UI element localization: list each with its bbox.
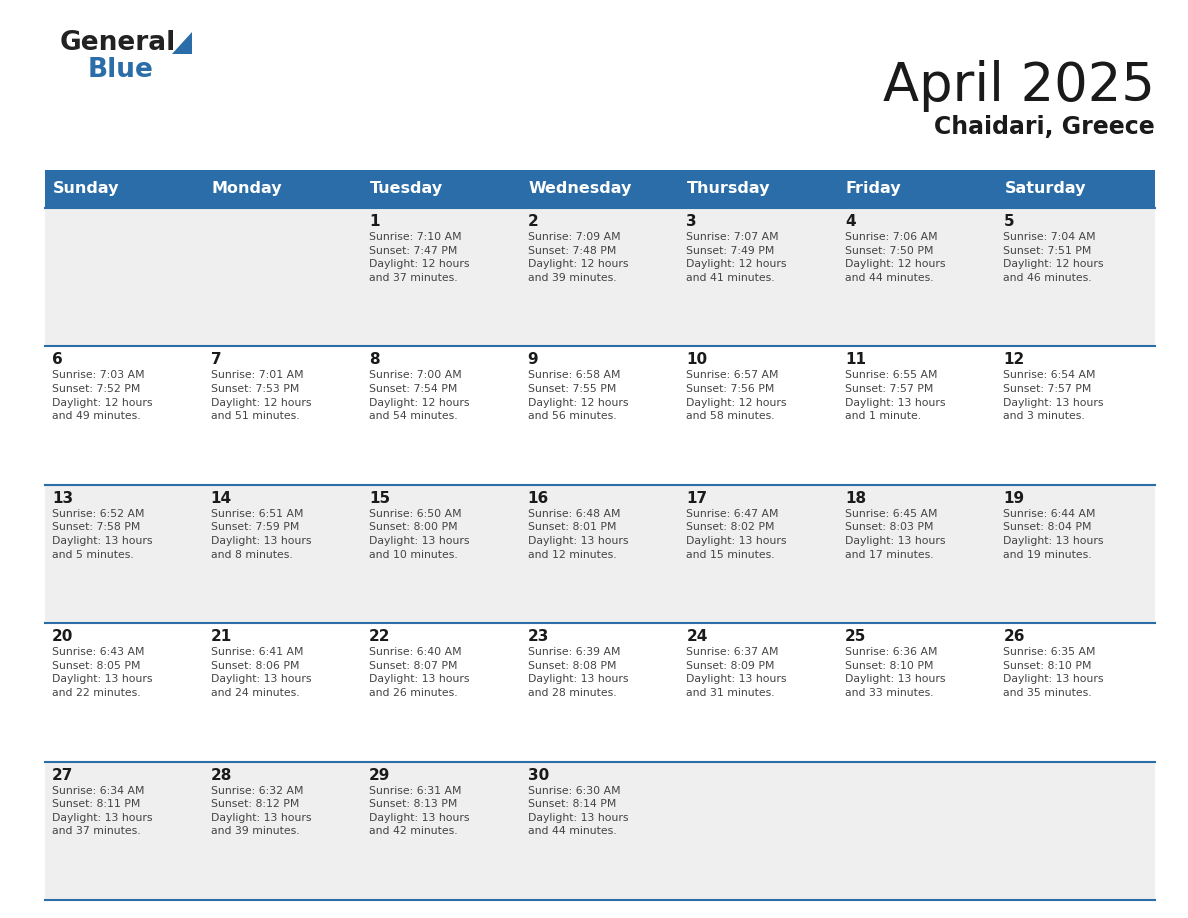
Text: 3: 3 [687,214,697,229]
Text: 24: 24 [687,629,708,644]
Text: 15: 15 [369,491,391,506]
Text: 8: 8 [369,353,380,367]
Text: Sunrise: 6:54 AM
Sunset: 7:57 PM
Daylight: 13 hours
and 3 minutes.: Sunrise: 6:54 AM Sunset: 7:57 PM Dayligh… [1004,370,1104,421]
Text: 10: 10 [687,353,707,367]
Bar [45,170,1155,208]
Text: 28: 28 [210,767,232,783]
Text: Sunrise: 6:48 AM
Sunset: 8:01 PM
Daylight: 13 hours
and 12 minutes.: Sunrise: 6:48 AM Sunset: 8:01 PM Dayligh… [527,509,628,560]
Text: Friday: Friday [846,182,902,196]
Text: April 2025: April 2025 [883,60,1155,112]
Text: 21: 21 [210,629,232,644]
Text: 23: 23 [527,629,549,644]
Text: 14: 14 [210,491,232,506]
Text: 30: 30 [527,767,549,783]
Text: 18: 18 [845,491,866,506]
Text: Sunrise: 6:58 AM
Sunset: 7:55 PM
Daylight: 12 hours
and 56 minutes.: Sunrise: 6:58 AM Sunset: 7:55 PM Dayligh… [527,370,628,421]
Bar [45,485,1155,623]
Text: 20: 20 [52,629,74,644]
Text: Sunrise: 6:37 AM
Sunset: 8:09 PM
Daylight: 13 hours
and 31 minutes.: Sunrise: 6:37 AM Sunset: 8:09 PM Dayligh… [687,647,786,698]
Text: Wednesday: Wednesday [529,182,632,196]
Text: 26: 26 [1004,629,1025,644]
Bar [45,208,1155,346]
Text: 16: 16 [527,491,549,506]
Text: Sunrise: 6:40 AM
Sunset: 8:07 PM
Daylight: 13 hours
and 26 minutes.: Sunrise: 6:40 AM Sunset: 8:07 PM Dayligh… [369,647,469,698]
Text: 12: 12 [1004,353,1025,367]
Bar [45,762,1155,900]
Text: Sunrise: 7:00 AM
Sunset: 7:54 PM
Daylight: 12 hours
and 54 minutes.: Sunrise: 7:00 AM Sunset: 7:54 PM Dayligh… [369,370,469,421]
Text: 2: 2 [527,214,538,229]
Text: Sunrise: 6:30 AM
Sunset: 8:14 PM
Daylight: 13 hours
and 44 minutes.: Sunrise: 6:30 AM Sunset: 8:14 PM Dayligh… [527,786,628,836]
Text: Sunrise: 6:44 AM
Sunset: 8:04 PM
Daylight: 13 hours
and 19 minutes.: Sunrise: 6:44 AM Sunset: 8:04 PM Dayligh… [1004,509,1104,560]
Text: 29: 29 [369,767,391,783]
Text: Saturday: Saturday [1004,182,1086,196]
Text: Sunrise: 6:55 AM
Sunset: 7:57 PM
Daylight: 13 hours
and 1 minute.: Sunrise: 6:55 AM Sunset: 7:57 PM Dayligh… [845,370,946,421]
Text: 13: 13 [52,491,74,506]
Text: 7: 7 [210,353,221,367]
Text: 6: 6 [52,353,63,367]
Text: 27: 27 [52,767,74,783]
Text: Sunrise: 6:50 AM
Sunset: 8:00 PM
Daylight: 13 hours
and 10 minutes.: Sunrise: 6:50 AM Sunset: 8:00 PM Dayligh… [369,509,469,560]
Text: 4: 4 [845,214,855,229]
Text: Sunrise: 6:31 AM
Sunset: 8:13 PM
Daylight: 13 hours
and 42 minutes.: Sunrise: 6:31 AM Sunset: 8:13 PM Dayligh… [369,786,469,836]
Text: Sunrise: 6:41 AM
Sunset: 8:06 PM
Daylight: 13 hours
and 24 minutes.: Sunrise: 6:41 AM Sunset: 8:06 PM Dayligh… [210,647,311,698]
Text: Sunrise: 6:36 AM
Sunset: 8:10 PM
Daylight: 13 hours
and 33 minutes.: Sunrise: 6:36 AM Sunset: 8:10 PM Dayligh… [845,647,946,698]
Text: Sunrise: 7:01 AM
Sunset: 7:53 PM
Daylight: 12 hours
and 51 minutes.: Sunrise: 7:01 AM Sunset: 7:53 PM Dayligh… [210,370,311,421]
Text: Tuesday: Tuesday [371,182,443,196]
Text: Sunrise: 6:47 AM
Sunset: 8:02 PM
Daylight: 13 hours
and 15 minutes.: Sunrise: 6:47 AM Sunset: 8:02 PM Dayligh… [687,509,786,560]
Text: Sunrise: 6:32 AM
Sunset: 8:12 PM
Daylight: 13 hours
and 39 minutes.: Sunrise: 6:32 AM Sunset: 8:12 PM Dayligh… [210,786,311,836]
Text: Sunrise: 7:10 AM
Sunset: 7:47 PM
Daylight: 12 hours
and 37 minutes.: Sunrise: 7:10 AM Sunset: 7:47 PM Dayligh… [369,232,469,283]
Text: Sunrise: 7:09 AM
Sunset: 7:48 PM
Daylight: 12 hours
and 39 minutes.: Sunrise: 7:09 AM Sunset: 7:48 PM Dayligh… [527,232,628,283]
Text: Sunrise: 7:04 AM
Sunset: 7:51 PM
Daylight: 12 hours
and 46 minutes.: Sunrise: 7:04 AM Sunset: 7:51 PM Dayligh… [1004,232,1104,283]
Text: Sunrise: 6:52 AM
Sunset: 7:58 PM
Daylight: 13 hours
and 5 minutes.: Sunrise: 6:52 AM Sunset: 7:58 PM Dayligh… [52,509,152,560]
Text: Blue: Blue [88,57,154,83]
Text: 25: 25 [845,629,866,644]
Text: Sunrise: 7:06 AM
Sunset: 7:50 PM
Daylight: 12 hours
and 44 minutes.: Sunrise: 7:06 AM Sunset: 7:50 PM Dayligh… [845,232,946,283]
Text: 1: 1 [369,214,380,229]
Text: Sunrise: 6:51 AM
Sunset: 7:59 PM
Daylight: 13 hours
and 8 minutes.: Sunrise: 6:51 AM Sunset: 7:59 PM Dayligh… [210,509,311,560]
Text: General: General [61,30,176,56]
Text: 11: 11 [845,353,866,367]
Text: Sunday: Sunday [53,182,120,196]
Polygon shape [172,32,192,54]
Text: Sunrise: 6:43 AM
Sunset: 8:05 PM
Daylight: 13 hours
and 22 minutes.: Sunrise: 6:43 AM Sunset: 8:05 PM Dayligh… [52,647,152,698]
Text: Sunrise: 7:03 AM
Sunset: 7:52 PM
Daylight: 12 hours
and 49 minutes.: Sunrise: 7:03 AM Sunset: 7:52 PM Dayligh… [52,370,152,421]
Text: 5: 5 [1004,214,1015,229]
Text: 22: 22 [369,629,391,644]
Text: Sunrise: 7:07 AM
Sunset: 7:49 PM
Daylight: 12 hours
and 41 minutes.: Sunrise: 7:07 AM Sunset: 7:49 PM Dayligh… [687,232,786,283]
Text: 19: 19 [1004,491,1024,506]
Text: Sunrise: 6:45 AM
Sunset: 8:03 PM
Daylight: 13 hours
and 17 minutes.: Sunrise: 6:45 AM Sunset: 8:03 PM Dayligh… [845,509,946,560]
Text: Sunrise: 6:57 AM
Sunset: 7:56 PM
Daylight: 12 hours
and 58 minutes.: Sunrise: 6:57 AM Sunset: 7:56 PM Dayligh… [687,370,786,421]
Bar [45,346,1155,485]
Text: Sunrise: 6:35 AM
Sunset: 8:10 PM
Daylight: 13 hours
and 35 minutes.: Sunrise: 6:35 AM Sunset: 8:10 PM Dayligh… [1004,647,1104,698]
Bar [45,623,1155,762]
Text: 17: 17 [687,491,707,506]
Text: Thursday: Thursday [688,182,771,196]
Text: Sunrise: 6:34 AM
Sunset: 8:11 PM
Daylight: 13 hours
and 37 minutes.: Sunrise: 6:34 AM Sunset: 8:11 PM Dayligh… [52,786,152,836]
Text: 9: 9 [527,353,538,367]
Text: Chaidari, Greece: Chaidari, Greece [934,115,1155,139]
Text: Monday: Monday [211,182,283,196]
Text: Sunrise: 6:39 AM
Sunset: 8:08 PM
Daylight: 13 hours
and 28 minutes.: Sunrise: 6:39 AM Sunset: 8:08 PM Dayligh… [527,647,628,698]
